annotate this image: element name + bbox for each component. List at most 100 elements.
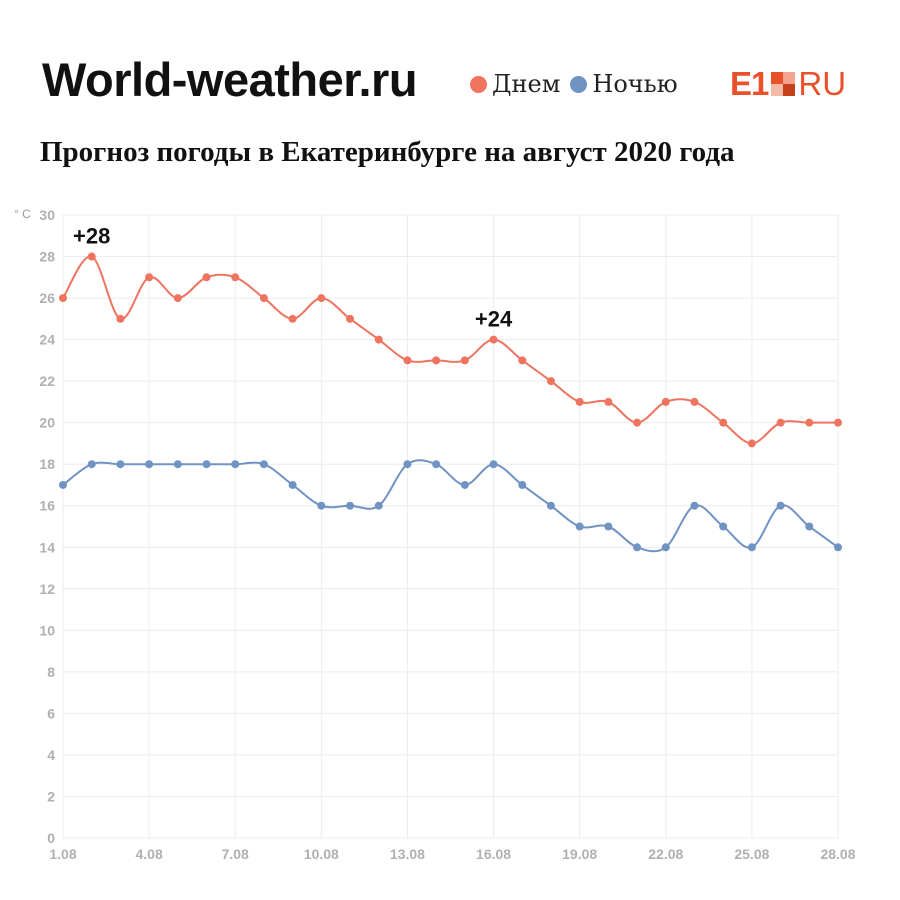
data-point-day <box>805 418 814 427</box>
data-point-night <box>776 501 785 510</box>
legend-item-day: Днем <box>470 72 560 96</box>
data-point-night <box>805 522 814 531</box>
brand-logo-e1: E1 <box>730 65 769 102</box>
data-point-day <box>776 418 785 427</box>
data-point-day <box>518 356 527 365</box>
data-point-night <box>87 460 96 469</box>
data-point-day <box>575 397 584 406</box>
data-point-night <box>575 522 584 531</box>
data-point-night <box>231 460 240 469</box>
y-tick-label: 8 <box>47 664 55 680</box>
data-point-day <box>317 294 326 303</box>
data-point-night <box>403 460 412 469</box>
y-tick-label: 16 <box>39 498 55 514</box>
y-axis-label: ° C <box>14 207 31 221</box>
data-point-night <box>460 480 469 489</box>
data-point-day <box>719 418 728 427</box>
brand-logo-square-icon <box>771 71 796 96</box>
data-point-night <box>834 543 842 552</box>
x-tick-label: 16.08 <box>476 846 511 862</box>
y-tick-label: 20 <box>39 415 55 431</box>
data-point-day <box>346 314 355 323</box>
data-point-night <box>489 460 498 469</box>
y-tick-label: 12 <box>39 581 55 597</box>
data-point-night <box>604 522 613 531</box>
data-point-night <box>546 501 555 510</box>
data-point-day <box>231 273 240 282</box>
y-tick-label: 4 <box>47 747 55 763</box>
x-tick-label: 22.08 <box>648 846 683 862</box>
x-tick-label: 7.08 <box>222 846 249 862</box>
chart-title: Прогноз погоды в Екатеринбурге на август… <box>40 136 735 168</box>
legend: Днем Ночью <box>470 72 688 96</box>
data-point-night <box>317 501 326 510</box>
y-tick-label: 26 <box>39 290 55 306</box>
data-point-night <box>173 460 182 469</box>
x-tick-label: 28.08 <box>820 846 855 862</box>
data-point-night <box>346 501 355 510</box>
data-point-night <box>116 460 125 469</box>
data-point-night <box>288 480 297 489</box>
y-tick-label: 22 <box>39 373 55 389</box>
data-point-night <box>518 480 527 489</box>
x-tick-label: 4.08 <box>135 846 162 862</box>
data-point-day <box>834 418 842 427</box>
series-line-day <box>62 255 838 445</box>
data-point-day <box>173 294 182 303</box>
data-point-day <box>202 273 211 282</box>
data-point-day <box>145 273 154 282</box>
data-point-day <box>288 314 297 323</box>
x-tick-label: 25.08 <box>734 846 769 862</box>
data-point-day <box>259 294 268 303</box>
data-point-day <box>87 252 96 261</box>
data-point-day <box>460 356 469 365</box>
data-point-day <box>604 397 613 406</box>
y-tick-label: 18 <box>39 456 55 472</box>
data-point-night <box>145 460 154 469</box>
y-tick-label: 24 <box>39 332 55 348</box>
annotation-label: +28 <box>73 224 110 249</box>
data-point-night <box>690 501 699 510</box>
data-point-day <box>403 356 412 365</box>
data-point-day <box>661 397 670 406</box>
data-point-day <box>432 356 441 365</box>
x-tick-label: 1.08 <box>49 846 76 862</box>
data-point-day <box>633 418 642 427</box>
y-tick-label: 28 <box>39 249 55 265</box>
data-point-day <box>690 397 699 406</box>
data-point-night <box>747 543 756 552</box>
data-point-day <box>374 335 383 344</box>
data-point-night <box>719 522 728 531</box>
data-point-night <box>661 543 670 552</box>
brand-logo: E1 RU <box>730 67 846 100</box>
data-point-day <box>546 377 555 386</box>
legend-dot-night <box>570 75 588 93</box>
data-point-day <box>116 314 125 323</box>
site-name: World-weather.ru <box>42 53 418 106</box>
y-tick-label: 14 <box>39 539 55 555</box>
y-tick-label: 0 <box>47 830 55 846</box>
data-point-day <box>59 294 67 303</box>
data-point-night <box>633 543 642 552</box>
data-point-day <box>747 439 756 448</box>
data-point-night <box>202 460 211 469</box>
legend-dot-day <box>470 75 487 93</box>
y-tick-label: 6 <box>47 705 55 721</box>
data-point-night <box>59 480 67 489</box>
brand-logo-ru: RU <box>798 65 847 102</box>
legend-item-night: Ночью <box>570 70 678 98</box>
legend-label-day: Днем <box>492 70 561 98</box>
legend-label-night: Ночью <box>592 70 678 98</box>
data-point-day <box>489 335 498 344</box>
data-point-night <box>432 460 441 469</box>
y-tick-label: 30 <box>39 207 55 223</box>
data-point-night <box>374 501 383 510</box>
x-tick-label: 13.08 <box>390 846 425 862</box>
series-line-night <box>62 459 839 553</box>
x-tick-label: 19.08 <box>562 846 597 862</box>
y-tick-label: 2 <box>47 788 55 804</box>
y-tick-label: 10 <box>39 622 55 638</box>
annotation-label: +24 <box>475 307 513 332</box>
data-point-night <box>259 460 268 469</box>
